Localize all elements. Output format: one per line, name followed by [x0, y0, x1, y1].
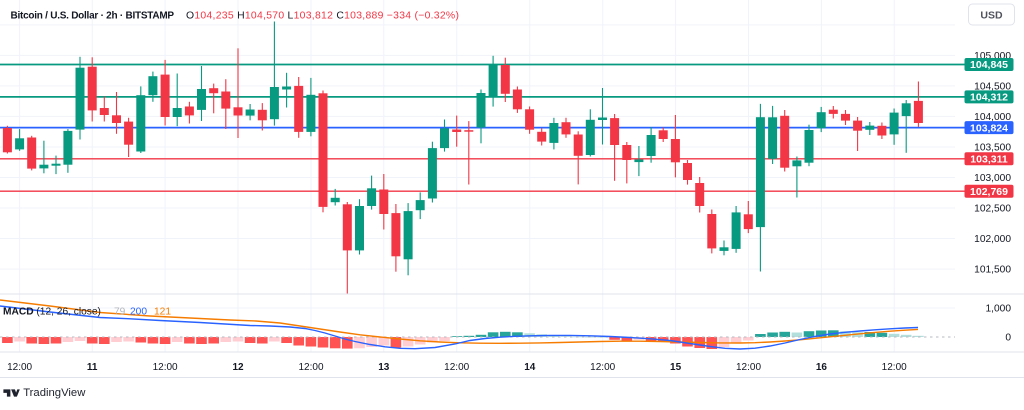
svg-text:103,311: 103,311 [970, 154, 1008, 166]
svg-text:102,500: 102,500 [974, 204, 1011, 215]
svg-text:14: 14 [524, 362, 536, 373]
svg-text:12:00: 12:00 [298, 362, 323, 373]
svg-text:13: 13 [378, 362, 390, 373]
svg-text:103,824: 103,824 [970, 122, 1008, 134]
svg-text:Bitcoin / U.S. Dollar · 2h · B: Bitcoin / U.S. Dollar · 2h · BITSTAMP [11, 11, 175, 22]
svg-text:103,500: 103,500 [974, 143, 1011, 154]
svg-text:MACD (12, 26, close): MACD (12, 26, close) [3, 307, 101, 318]
svg-text:105,000: 105,000 [974, 51, 1011, 62]
svg-text:12:00: 12:00 [7, 362, 32, 373]
svg-text:103,000: 103,000 [974, 173, 1011, 184]
svg-text:102,769: 102,769 [970, 186, 1008, 198]
svg-text:12:00: 12:00 [590, 362, 615, 373]
svg-text:12:00: 12:00 [882, 362, 907, 373]
svg-text:104,312: 104,312 [970, 92, 1008, 104]
svg-text:O104,235 H104,570 L103,812 C10: O104,235 H104,570 L103,812 C103,889 −334… [186, 11, 459, 22]
svg-text:104,500: 104,500 [974, 82, 1011, 93]
svg-text:12:00: 12:00 [444, 362, 469, 373]
svg-text:104,000: 104,000 [974, 112, 1011, 123]
svg-text:12:00: 12:00 [153, 362, 178, 373]
svg-text:0: 0 [1005, 333, 1011, 344]
svg-text:101,500: 101,500 [974, 265, 1011, 276]
svg-text:1,000: 1,000 [986, 304, 1012, 315]
svg-text:16: 16 [816, 362, 828, 373]
svg-text:12:00: 12:00 [736, 362, 761, 373]
svg-text:102,000: 102,000 [974, 234, 1011, 245]
svg-text:15: 15 [670, 362, 682, 373]
svg-text:104,845: 104,845 [970, 59, 1008, 71]
svg-text:11: 11 [87, 362, 98, 373]
svg-text:TradingView: TradingView [23, 387, 86, 399]
svg-text:12: 12 [232, 362, 244, 373]
svg-text:USD: USD [980, 10, 1003, 22]
